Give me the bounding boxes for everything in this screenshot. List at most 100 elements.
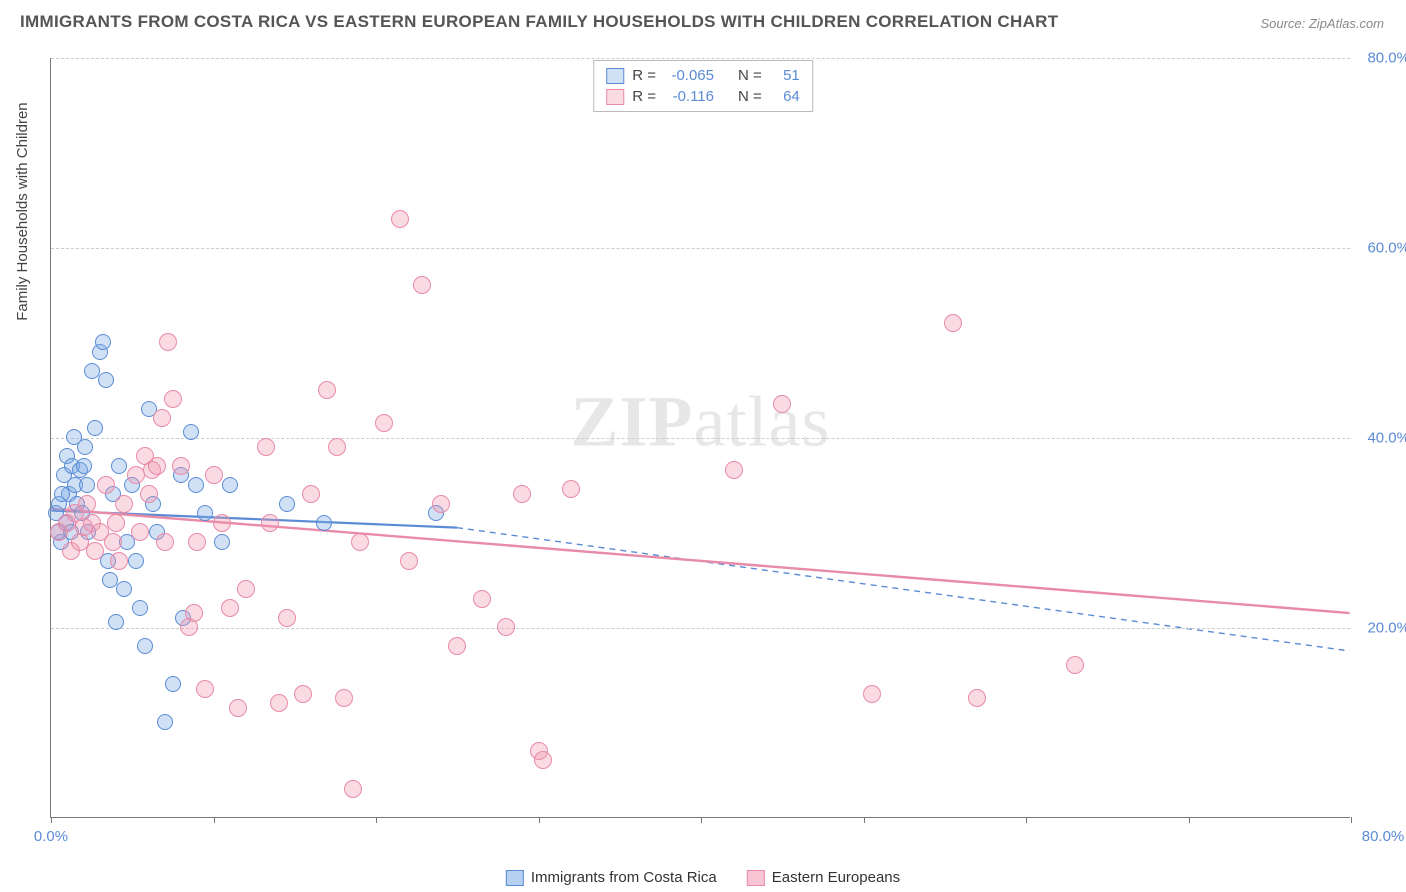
data-point (97, 476, 115, 494)
data-point (344, 780, 362, 798)
data-point (108, 614, 124, 630)
data-point (318, 381, 336, 399)
data-point (278, 609, 296, 627)
data-point (78, 495, 96, 513)
x-tick (51, 817, 52, 823)
watermark-bold: ZIP (571, 382, 694, 462)
data-point (197, 505, 213, 521)
data-point (562, 480, 580, 498)
data-point (863, 685, 881, 703)
n-label: N = (738, 67, 762, 84)
data-point (279, 496, 295, 512)
data-point (98, 372, 114, 388)
legend-label: Eastern Europeans (772, 869, 900, 886)
legend-swatch (747, 870, 765, 886)
data-point (400, 552, 418, 570)
x-tick (214, 817, 215, 823)
data-point (473, 590, 491, 608)
data-point (131, 523, 149, 541)
data-point (196, 680, 214, 698)
data-point (432, 495, 450, 513)
data-point (229, 699, 247, 717)
data-point (77, 439, 93, 455)
data-point (116, 581, 132, 597)
data-point (157, 714, 173, 730)
legend-item: Immigrants from Costa Rica (506, 869, 717, 886)
data-point (79, 477, 95, 493)
r-value: -0.065 (664, 67, 714, 84)
data-point (128, 553, 144, 569)
gridline (51, 248, 1350, 249)
data-point (153, 409, 171, 427)
series-swatch (606, 68, 624, 84)
data-point (513, 485, 531, 503)
stats-row: R =-0.116N =64 (606, 86, 800, 107)
gridline (51, 628, 1350, 629)
data-point (185, 604, 203, 622)
legend-swatch (506, 870, 524, 886)
y-tick-label: 80.0% (1355, 50, 1406, 67)
x-tick (1026, 817, 1027, 823)
y-tick-label: 20.0% (1355, 620, 1406, 637)
gridline (51, 438, 1350, 439)
data-point (257, 438, 275, 456)
data-point (205, 466, 223, 484)
legend: Immigrants from Costa Rica Eastern Europe… (506, 869, 900, 886)
chart-title: IMMIGRANTS FROM COSTA RICA VS EASTERN EU… (20, 12, 1058, 32)
x-tick (1351, 817, 1352, 823)
data-point (87, 420, 103, 436)
r-label: R = (632, 67, 656, 84)
plot-area: ZIPatlas 20.0%40.0%60.0%80.0%0.0%80.0% (50, 58, 1350, 818)
watermark: ZIPatlas (571, 381, 831, 464)
data-point (165, 676, 181, 692)
data-point (222, 477, 238, 493)
data-point (391, 210, 409, 228)
stats-box: R =-0.065N =51R =-0.116N =64 (593, 60, 813, 112)
data-point (316, 515, 332, 531)
x-tick (701, 817, 702, 823)
data-point (107, 514, 125, 532)
source-attribution: Source: ZipAtlas.com (1260, 16, 1384, 31)
data-point (84, 363, 100, 379)
x-tick (1189, 817, 1190, 823)
n-label: N = (738, 88, 762, 105)
data-point (270, 694, 288, 712)
data-point (773, 395, 791, 413)
gridline (51, 58, 1350, 59)
data-point (237, 580, 255, 598)
data-point (76, 458, 92, 474)
regression-line-dashed (457, 528, 1350, 651)
x-tick (864, 817, 865, 823)
data-point (1066, 656, 1084, 674)
n-value: 64 (770, 88, 800, 105)
r-label: R = (632, 88, 656, 105)
data-point (335, 689, 353, 707)
x-tick-label: 80.0% (1362, 828, 1405, 845)
data-point (156, 533, 174, 551)
x-tick (376, 817, 377, 823)
y-tick-label: 60.0% (1355, 240, 1406, 257)
x-tick-label: 0.0% (34, 828, 68, 845)
data-point (137, 638, 153, 654)
data-point (183, 424, 199, 440)
data-point (102, 572, 118, 588)
data-point (164, 390, 182, 408)
data-point (148, 457, 166, 475)
data-point (221, 599, 239, 617)
data-point (104, 533, 122, 551)
data-point (968, 689, 986, 707)
data-point (86, 542, 104, 560)
y-tick-label: 40.0% (1355, 430, 1406, 447)
data-point (159, 333, 177, 351)
y-axis-label: Family Households with Children (14, 102, 31, 320)
data-point (95, 334, 111, 350)
data-point (944, 314, 962, 332)
n-value: 51 (770, 67, 800, 84)
data-point (188, 477, 204, 493)
data-point (328, 438, 346, 456)
legend-item: Eastern Europeans (747, 869, 900, 886)
data-point (132, 600, 148, 616)
data-point (188, 533, 206, 551)
data-point (351, 533, 369, 551)
stats-row: R = -0.065 N = 51 (606, 65, 800, 86)
